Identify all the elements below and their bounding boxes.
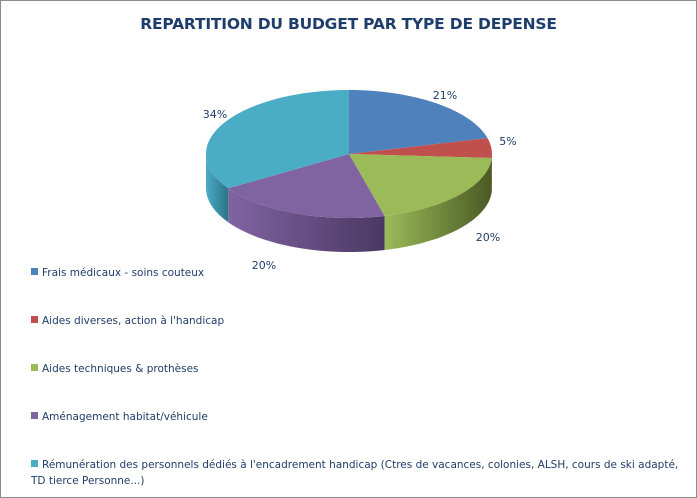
pie-slice-3 [228, 154, 385, 218]
data-label: 20% [476, 231, 500, 244]
legend-item: Rémunération des personnels dédiés à l'e… [31, 457, 681, 489]
pie-slice-1 [349, 138, 492, 159]
legend-item: Frais médicaux - soins couteux [31, 265, 681, 281]
data-label: 5% [499, 135, 516, 148]
data-label: 20% [252, 259, 276, 272]
data-label: 34% [203, 108, 227, 121]
pie-slice-4 [206, 90, 349, 189]
pie-slice-2 [349, 154, 492, 216]
legend-swatch [31, 316, 38, 323]
legend-item: Aides techniques & prothèses [31, 361, 681, 377]
legend-label: Rémunération des personnels dédiés à l'e… [31, 459, 679, 487]
pie-side-2 [384, 158, 492, 250]
pie-side-4 [206, 154, 229, 223]
legend-label: Aménagement habitat/véhicule [42, 411, 208, 423]
legend-swatch [31, 412, 38, 419]
legend-label: Frais médicaux - soins couteux [42, 267, 205, 279]
legend-label: Aides techniques & prothèses [42, 363, 199, 375]
data-label: 21% [433, 89, 457, 102]
legend-item: Aides diverses, action à l'handicap [31, 313, 681, 329]
legend-swatch [31, 268, 38, 275]
pie-side-3 [228, 188, 385, 252]
legend-item: Aménagement habitat/véhicule [31, 409, 681, 425]
chart-title: REPARTITION DU BUDGET PAR TYPE DE DEPENS… [140, 15, 557, 33]
legend-swatch [31, 364, 38, 371]
legend-label: Aides diverses, action à l'handicap [42, 315, 225, 327]
legend-swatch [31, 460, 38, 467]
pie-slice-0 [349, 90, 488, 154]
